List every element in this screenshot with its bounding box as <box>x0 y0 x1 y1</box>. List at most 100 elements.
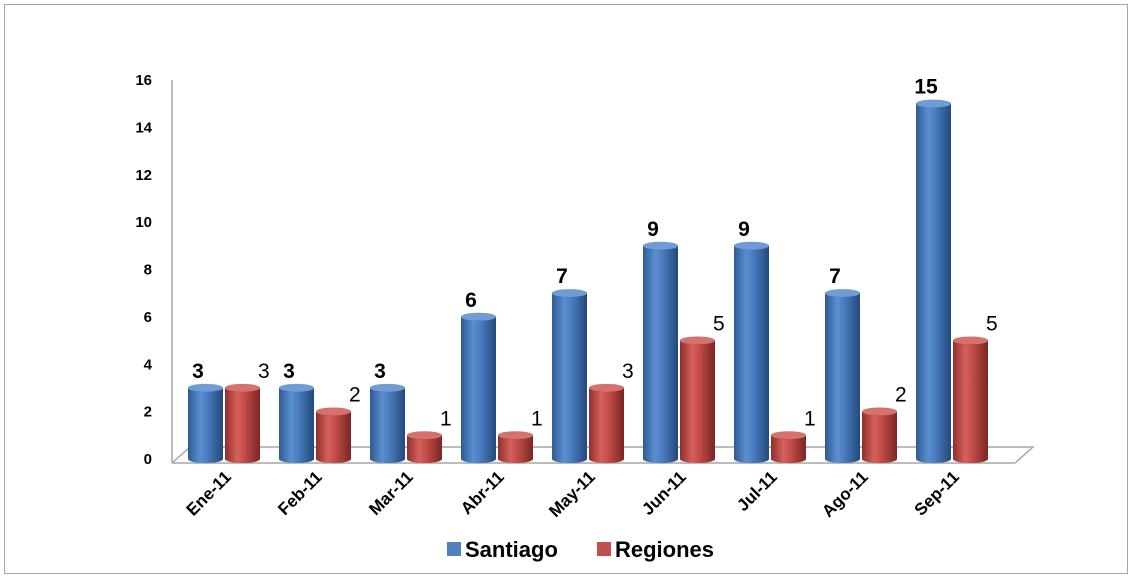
chart-bars <box>187 99 989 463</box>
y-axis-ticks: 0 2 4 6 8 10 12 14 16 <box>135 72 152 468</box>
bar-body <box>498 435 533 463</box>
x-tick-label: Abr-11 <box>457 467 508 518</box>
y-tick-label: 2 <box>144 404 152 421</box>
bar-body <box>316 411 351 463</box>
bar-body <box>643 245 678 463</box>
bar-body <box>680 340 715 463</box>
y-tick-label: 8 <box>144 262 152 279</box>
data-label-santiago: 15 <box>914 76 938 99</box>
data-label-santiago: 3 <box>192 360 204 383</box>
x-tick-label: Sep-11 <box>911 467 963 519</box>
y-tick-label: 12 <box>135 167 152 184</box>
bar-santiago-sep-11 <box>915 99 952 463</box>
bar-top <box>588 383 625 393</box>
bar-santiago-may-11 <box>551 288 588 463</box>
bar-body <box>370 387 405 463</box>
data-label-regiones: 2 <box>349 384 361 407</box>
bar-santiago-jun-11 <box>642 241 679 463</box>
x-tick-label: Ago-11 <box>818 467 872 521</box>
bar-santiago-ago-11 <box>824 288 861 463</box>
bar-body <box>589 387 624 463</box>
bar-regiones-ene-11 <box>224 383 261 463</box>
x-tick-label: Jun-11 <box>638 467 690 519</box>
x-tick-label: May-11 <box>545 467 599 521</box>
bar-top <box>224 383 261 393</box>
bar-santiago-ene-11 <box>187 383 224 463</box>
data-label-santiago: 7 <box>556 265 568 288</box>
bar-body <box>862 411 897 463</box>
bar-regiones-ago-11 <box>861 407 898 463</box>
data-label-santiago: 6 <box>465 289 477 312</box>
legend-item-regiones: Regiones <box>597 537 714 562</box>
bar-regiones-may-11 <box>588 383 625 463</box>
bar-top <box>952 336 989 345</box>
bar-regiones-sep-11 <box>952 336 989 463</box>
legend-item-santiago: Santiago <box>447 537 558 562</box>
bar-body <box>953 340 988 463</box>
bar-body <box>825 293 860 463</box>
bar-santiago-jul-11 <box>733 241 770 463</box>
bar-top <box>315 407 352 416</box>
data-label-regiones: 2 <box>895 384 907 407</box>
data-label-regiones: 3 <box>622 360 634 383</box>
data-label-regiones: 1 <box>440 407 452 430</box>
bar-body <box>771 435 806 463</box>
bar-top <box>642 241 679 251</box>
legend-label: Regiones <box>615 537 714 562</box>
bar-top <box>679 336 716 345</box>
bar-top <box>915 99 952 108</box>
bar-santiago-abr-11 <box>460 312 497 463</box>
y-tick-label: 0 <box>144 451 152 468</box>
bar-regiones-feb-11 <box>315 407 352 463</box>
legend-label: Santiago <box>465 537 558 562</box>
bar-top <box>861 407 898 416</box>
bar-body <box>461 316 496 463</box>
y-tick-label: 16 <box>135 72 152 89</box>
bar-top <box>497 431 534 440</box>
bar-regiones-abr-11 <box>497 431 534 463</box>
x-tick-label: Ene-11 <box>183 467 235 519</box>
data-label-regiones: 1 <box>804 407 816 430</box>
bar-regiones-mar-11 <box>406 431 443 463</box>
data-label-santiago: 3 <box>374 360 386 383</box>
bar-santiago-mar-11 <box>369 383 406 463</box>
bar-top <box>770 431 807 440</box>
data-label-santiago: 3 <box>283 360 295 383</box>
data-label-regiones: 5 <box>986 313 998 336</box>
bar-body <box>407 435 442 463</box>
bar-top <box>278 383 315 393</box>
bar-body <box>225 387 260 463</box>
chart-legend: Santiago Regiones <box>447 537 714 562</box>
legend-swatch <box>447 542 461 556</box>
data-label-santiago: 9 <box>738 218 750 241</box>
y-tick-label: 14 <box>135 119 152 136</box>
bar-body <box>734 245 769 463</box>
bar-top <box>187 383 224 393</box>
bar-top <box>460 312 497 322</box>
y-tick-label: 10 <box>135 214 152 231</box>
data-label-santiago: 7 <box>829 265 841 288</box>
x-axis-ticks: Ene-11 Feb-11 Mar-11 Abr-11 May-11 Jun-11 Jul-… <box>183 467 963 521</box>
bar-top <box>824 288 861 298</box>
x-tick-label: Mar-11 <box>365 467 417 519</box>
bar-body <box>916 103 951 463</box>
bar-regiones-jun-11 <box>679 336 716 463</box>
bar-body <box>188 387 223 463</box>
bar-body <box>279 387 314 463</box>
bar-regiones-jul-11 <box>770 431 807 463</box>
y-tick-label: 4 <box>144 356 153 373</box>
x-tick-label: Jul-11 <box>733 467 781 515</box>
bar-top <box>406 431 443 440</box>
data-label-regiones: 3 <box>258 360 270 383</box>
bar-top <box>551 288 588 298</box>
legend-swatch <box>597 542 611 556</box>
y-tick-label: 6 <box>144 309 152 326</box>
bar-body <box>552 293 587 463</box>
data-label-regiones: 5 <box>713 313 725 336</box>
data-label-regiones: 1 <box>531 407 543 430</box>
bar-santiago-feb-11 <box>278 383 315 463</box>
data-label-santiago: 9 <box>647 218 659 241</box>
x-tick-label: Feb-11 <box>274 467 326 519</box>
